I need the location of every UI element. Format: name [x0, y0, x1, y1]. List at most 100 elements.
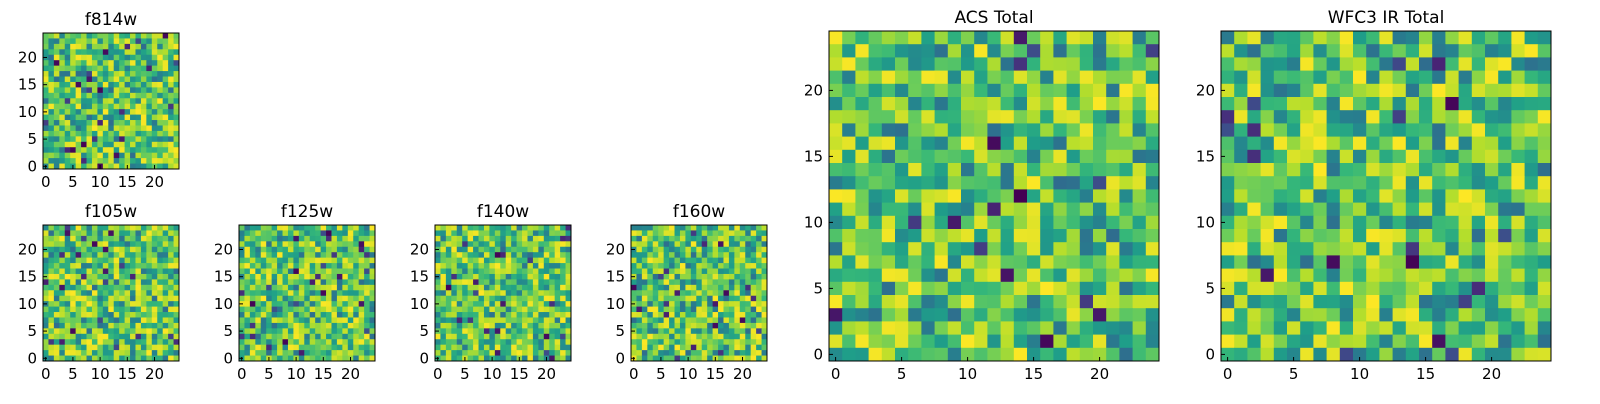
heatmap-cell: [1405, 136, 1420, 151]
heatmap-cell: [728, 355, 735, 362]
heatmap-cell: [140, 339, 147, 346]
heatmap-cell: [293, 230, 300, 237]
heatmap-cell: [565, 301, 572, 307]
heatmap-cell: [685, 241, 692, 248]
heatmap-cell: [489, 263, 496, 269]
heatmap-cell: [1419, 83, 1433, 98]
heatmap-cell: [718, 317, 724, 324]
heatmap-cell: [298, 235, 305, 242]
heatmap-cell: [277, 301, 283, 307]
heatmap-cell: [239, 344, 245, 351]
heatmap-cell: [685, 290, 692, 297]
heatmap-cell: [1053, 334, 1067, 349]
heatmap-cell: [974, 268, 988, 283]
heatmap-cell: [146, 130, 153, 137]
heatmap-cell: [435, 230, 441, 237]
heatmap-cell: [565, 279, 572, 286]
heatmap-cell: [130, 252, 136, 259]
heatmap-cell: [146, 33, 153, 39]
heatmap-cell: [102, 98, 109, 105]
heatmap-cell: [522, 235, 528, 242]
heatmap-cell: [565, 230, 572, 237]
heatmap-cell: [881, 97, 896, 111]
heatmap-cell: [157, 225, 164, 231]
heatmap-cell: [489, 284, 496, 291]
heatmap-cell: [53, 120, 60, 126]
heatmap-cell: [522, 273, 528, 280]
heatmap-cell: [260, 333, 267, 340]
heatmap-cell: [1132, 123, 1147, 137]
heatmap-cell: [522, 263, 528, 269]
heatmap-cell: [168, 268, 174, 275]
heatmap-cell: [102, 76, 109, 83]
heatmap-cell: [560, 295, 566, 302]
heatmap-cell: [1000, 308, 1015, 322]
panel-title: f140w: [477, 202, 529, 222]
heatmap-cell: [364, 312, 370, 318]
heatmap-cell: [745, 257, 752, 264]
heatmap-cell: [48, 235, 55, 242]
heatmap-cell: [1458, 321, 1473, 335]
heatmap-cell: [43, 279, 49, 286]
heatmap-cell: [435, 344, 441, 351]
heatmap-cell: [712, 246, 719, 253]
heatmap-cell: [70, 65, 77, 72]
heatmap-cell: [81, 273, 87, 280]
heatmap-cell: [728, 344, 735, 351]
heatmap-cell: [282, 230, 289, 237]
heatmap-cell: [173, 125, 180, 132]
heatmap-cell: [336, 263, 343, 269]
heatmap-cell: [119, 225, 125, 231]
heatmap-cell: [43, 344, 49, 351]
heatmap-cell: [1313, 97, 1327, 111]
heatmap-cell: [467, 225, 474, 231]
heatmap-cell: [560, 241, 566, 248]
heatmap-cell: [304, 322, 311, 329]
heatmap-cell: [494, 355, 501, 362]
heatmap-cell: [249, 263, 256, 269]
heatmap-cell: [151, 125, 158, 132]
heatmap-cell: [1300, 83, 1314, 98]
heatmap-cell: [130, 273, 136, 280]
heatmap-cell: [315, 317, 321, 324]
heatmap-cell: [1079, 347, 1094, 362]
heatmap-cell: [489, 301, 496, 307]
heatmap-cell: [489, 268, 496, 275]
heatmap-cell: [1287, 163, 1301, 177]
heatmap-cell: [1106, 31, 1120, 45]
heatmap-cell: [690, 246, 697, 253]
heatmap-cell: [336, 350, 343, 356]
heatmap-cell: [674, 355, 681, 362]
heatmap-cell: [631, 306, 637, 313]
heatmap-cell: [146, 65, 153, 72]
heatmap-cell: [462, 257, 469, 264]
heatmap-cell: [532, 306, 539, 313]
heatmap-cell: [560, 306, 566, 313]
heatmap-cell: [505, 235, 512, 242]
heatmap-cell: [987, 149, 1001, 164]
heatmap-cell: [1027, 215, 1041, 230]
heatmap-cell: [934, 334, 949, 349]
heatmap-cell: [1537, 31, 1552, 45]
heatmap-cell: [685, 252, 692, 259]
heatmap-cell: [652, 295, 659, 302]
heatmap-cell: [565, 273, 572, 280]
heatmap-cell: [331, 317, 338, 324]
heatmap-cell: [895, 295, 909, 309]
heatmap-cell: [734, 273, 741, 280]
heatmap-cell: [364, 241, 370, 248]
heatmap-cell: [151, 71, 158, 77]
heatmap-cell: [1392, 44, 1407, 58]
heatmap-cell: [961, 308, 975, 322]
heatmap-cell: [1247, 255, 1261, 269]
heatmap-cell: [43, 268, 49, 275]
heatmap-cell: [102, 241, 109, 248]
heatmap-cell: [829, 176, 843, 190]
heatmap-cell: [881, 268, 896, 283]
heatmap-cell: [1537, 57, 1552, 71]
heatmap-cell: [146, 317, 153, 324]
heatmap-cell: [663, 344, 670, 351]
heatmap-cell: [908, 97, 922, 111]
heatmap-cell: [1013, 268, 1028, 283]
heatmap-cell: [255, 322, 262, 329]
